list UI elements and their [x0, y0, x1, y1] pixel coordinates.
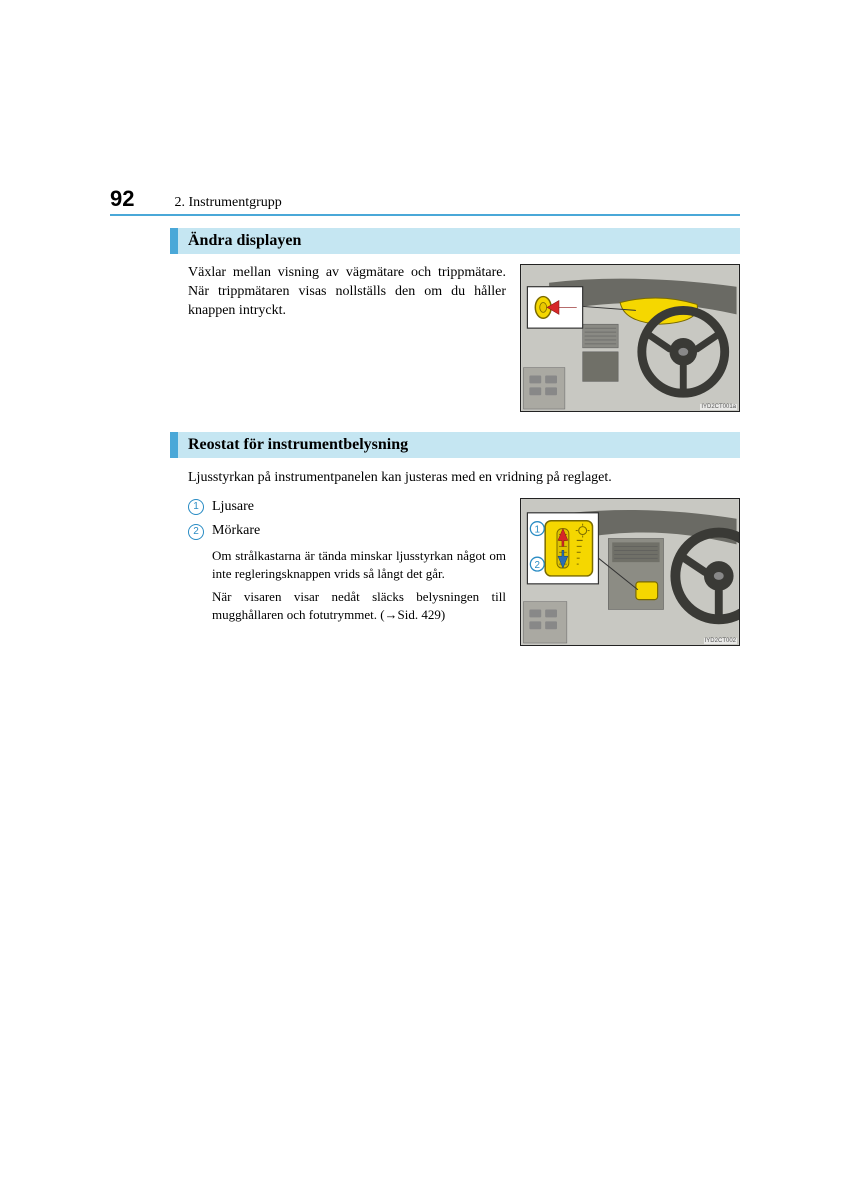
figure-display-button: IYD2CT001a: [520, 264, 740, 412]
page-header: 92 2. Instrumentgrupp: [110, 186, 740, 216]
section-heading-display: Ändra displayen: [170, 228, 740, 254]
chapter-title: 2. Instrumentgrupp: [174, 195, 281, 211]
figure-code: IYD2CT002: [704, 638, 737, 644]
two-column-row: 1 Ljusare 2 Mörkare Om strålkastarna är …: [188, 498, 740, 646]
section-body-display: Växlar mellan visning av vägmätare och t…: [170, 264, 740, 412]
page-content: Ändra displayen Växlar mellan visning av…: [170, 228, 740, 666]
two-column-row: Växlar mellan visning av vägmätare och t…: [188, 264, 740, 412]
list-item: 2 Mörkare: [188, 522, 506, 541]
section-title: Ändra displayen: [188, 232, 301, 249]
section-intro: Ljusstyrkan på instrumentpanelen kan jus…: [188, 468, 740, 488]
item-label: Ljusare: [212, 498, 254, 517]
section-title: Reostat för instrumentbelysning: [188, 436, 408, 453]
paragraph: Om strålkastarna är tända minskar ljusst…: [212, 547, 506, 582]
svg-text:2: 2: [535, 560, 540, 571]
section-body-rheostat: Ljusstyrkan på instrumentpanelen kan jus…: [170, 468, 740, 646]
page-number: 92: [110, 186, 134, 212]
section-paragraph: Växlar mellan visning av vägmätare och t…: [188, 264, 506, 321]
item-number-icon: 2: [188, 524, 204, 540]
item-number-icon: 1: [188, 499, 204, 515]
paragraph: När visaren visar nedåt släcks belysning…: [212, 588, 506, 623]
item-label: Mörkare: [212, 522, 260, 541]
list-item: 1 Ljusare: [188, 498, 506, 517]
section-heading-rheostat: Reostat för instrumentbelysning: [170, 432, 740, 458]
text-column: 1 Ljusare 2 Mörkare Om strålkastarna är …: [188, 498, 506, 630]
svg-text:1: 1: [535, 524, 540, 535]
figure-rheostat: 1 2 IYD2CT002: [520, 498, 740, 646]
figure-code: IYD2CT001a: [700, 404, 737, 410]
